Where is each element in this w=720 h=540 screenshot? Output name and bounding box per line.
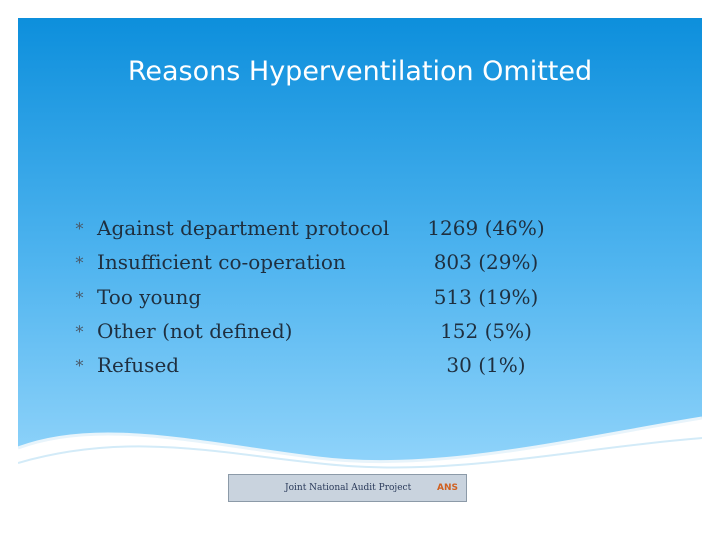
item-label: Other (not defined) [97, 318, 293, 343]
logo-text: Joint National Audit Project [285, 483, 412, 493]
item-label: Refused [97, 353, 180, 378]
list-item: ∗ Too young 513 (19%) [0, 285, 720, 315]
item-value: 803 (29%) [433, 250, 539, 275]
list-item: ∗ Other (not defined) 152 (5%) [0, 319, 720, 349]
bullet: ∗ [74, 250, 85, 270]
bullet: ∗ [74, 284, 85, 304]
logo: Joint National Audit Project ANS [228, 474, 467, 502]
list-item: ∗ Against department protocol 1269 (46%) [0, 216, 720, 246]
item-label: Insufficient co-operation [97, 250, 346, 275]
item-label: Against department protocol [97, 216, 390, 240]
item-value: 1269 (46%) [427, 216, 545, 240]
background-panel [18, 18, 702, 469]
item-value: 513 (19%) [433, 284, 539, 309]
list-item: ∗ Insufficient co-operation 803 (29%) [0, 250, 720, 280]
item-value: 152 (5%) [440, 318, 532, 343]
item-value: 30 (1%) [446, 353, 526, 378]
slide-title: Reasons Hyperventilation Omitted [127, 56, 593, 87]
bullet: ∗ [74, 353, 85, 373]
item-label: Too young [97, 284, 202, 309]
bullet: ∗ [74, 318, 85, 338]
logo-mark: ANS [437, 483, 458, 493]
bullet: ∗ [74, 216, 85, 235]
list-item: ∗ Refused 30 (1%) [0, 353, 720, 383]
